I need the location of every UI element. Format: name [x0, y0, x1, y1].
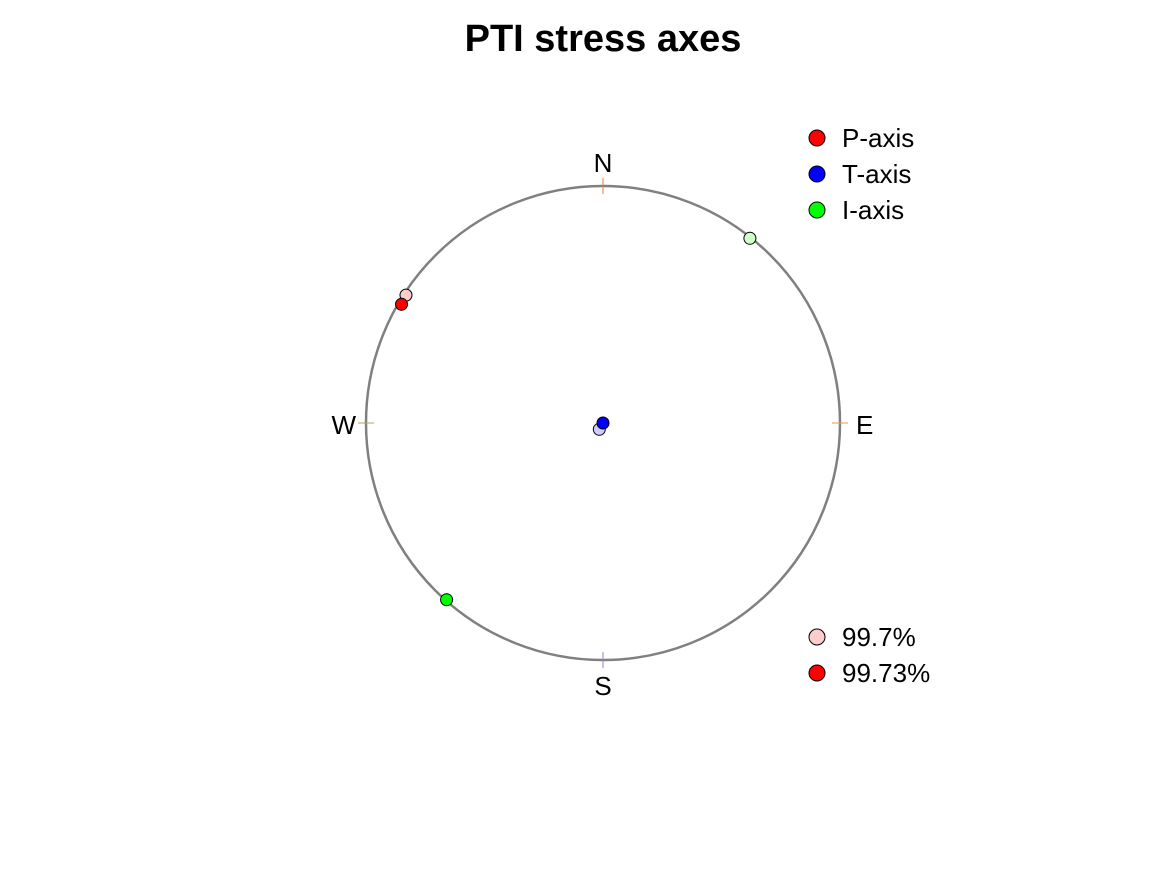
- legend-marker-i-axis: [808, 201, 826, 219]
- data-point-i-axis-99-73: [440, 593, 454, 607]
- legend-entry: T-axis: [808, 159, 911, 189]
- legend-marker-t-axis: [808, 165, 826, 183]
- data-point-t-axis-99-73: [596, 416, 610, 430]
- legend-marker-99-73: [808, 664, 826, 682]
- legend-label: 99.73%: [842, 658, 930, 688]
- legend-axes: P-axis T-axis I-axis: [808, 123, 914, 225]
- south-label: S: [594, 671, 611, 701]
- legend-marker-99-7: [808, 628, 826, 646]
- data-points: [395, 231, 757, 607]
- legend-marker-p-axis: [808, 129, 826, 147]
- legend-entry: I-axis: [808, 195, 904, 225]
- legend-confidence: 99.7% 99.73%: [808, 622, 930, 688]
- north-label: N: [594, 148, 613, 178]
- legend-label: P-axis: [842, 123, 914, 153]
- legend-label: T-axis: [842, 159, 911, 189]
- legend-entry: P-axis: [808, 123, 914, 153]
- west-label: W: [331, 410, 356, 440]
- legend-label: 99.7%: [842, 622, 916, 652]
- legend-entry: 99.7%: [808, 622, 916, 652]
- legend-label: I-axis: [842, 195, 904, 225]
- legend-entry: 99.73%: [808, 658, 930, 688]
- east-label: E: [856, 410, 873, 440]
- chart-title: PTI stress axes: [465, 18, 742, 60]
- data-point-p-axis-99-73: [395, 297, 408, 311]
- data-point-i-axis-99-7: [743, 231, 757, 245]
